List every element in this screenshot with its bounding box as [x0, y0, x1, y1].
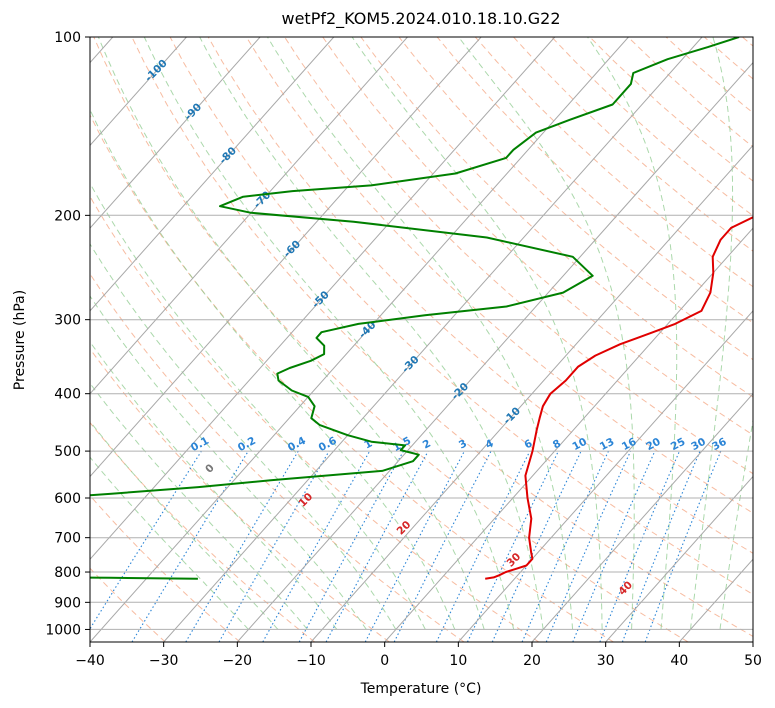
- dry-adiabat-line: [436, 37, 753, 324]
- y-tick-label: 800: [54, 565, 81, 581]
- isotherm-line: [90, 37, 187, 147]
- moist-adiabat-line: [587, 37, 678, 630]
- mixing-ratio-line: [644, 450, 722, 642]
- mixing-ratio-line: [599, 450, 681, 642]
- moist-adiabat-line: [351, 37, 603, 630]
- plot-area: [90, 37, 753, 642]
- mixing-ratio-line: [262, 450, 371, 642]
- x-tick-label: 40: [670, 653, 688, 669]
- isotherm-line: [90, 37, 335, 312]
- y-axis-label: Pressure (hPa): [12, 290, 28, 390]
- isotherm-line: [531, 392, 753, 642]
- mixing-ratio-line: [393, 450, 492, 642]
- x-tick-label: 20: [523, 653, 541, 669]
- moist-adiabat-line: [199, 37, 544, 630]
- x-axis-ticks: −40 −30 −20 −10 0 10 20 30 40 50: [75, 642, 762, 669]
- isotherms: [90, 37, 753, 642]
- moist-adiabats: [90, 37, 753, 630]
- y-tick-label: 600: [54, 491, 81, 507]
- moist-adiabat-line: [90, 341, 338, 630]
- x-tick-label: −10: [296, 653, 326, 669]
- y-tick-label: 200: [54, 208, 81, 224]
- plot-frame: [89, 36, 754, 643]
- dry-adiabats: [90, 37, 753, 642]
- moist-adiabat-line: [90, 382, 308, 630]
- isotherm-line: [90, 37, 408, 395]
- dry-adiabat-line: [474, 37, 753, 288]
- dewpoint-profile-line: [90, 37, 740, 580]
- x-tick-label: −30: [149, 653, 179, 669]
- y-tick-label: 300: [54, 313, 81, 329]
- dry-adiabat-line: [90, 421, 316, 642]
- isotherm-line: [310, 144, 753, 642]
- isotherm-line: [236, 61, 753, 642]
- sounding-profiles: [90, 37, 753, 580]
- moist-adiabat-line: [690, 37, 734, 630]
- y-axis-ticks: 100 200 300 400 500 600 700 800 900 1000: [45, 30, 90, 638]
- dry-adiabat-line: [90, 567, 166, 642]
- mixing-ratio-line: [298, 450, 404, 642]
- moist-adiabat-line: [719, 417, 753, 630]
- dry-adiabat-line: [131, 37, 753, 637]
- moist-adiabat-line: [90, 295, 367, 630]
- y-tick-label: 700: [54, 531, 81, 547]
- dry-adiabat-line: [169, 37, 753, 595]
- moist-adiabat-line: [267, 37, 574, 630]
- dry-adiabat-line: [90, 195, 540, 642]
- x-tick-label: 0: [380, 653, 389, 669]
- y-tick-label: 100: [54, 30, 81, 46]
- dry-adiabat-line: [90, 273, 465, 642]
- y-tick-label: 900: [54, 595, 81, 611]
- isotherm-line: [163, 37, 703, 642]
- x-tick-label: 50: [744, 653, 762, 669]
- chart-title: wetPf2_KOM5.2024.010.18.10.G22: [281, 9, 560, 29]
- x-axis-label: Temperature (°C): [360, 681, 482, 697]
- isotherm-line: [457, 310, 753, 642]
- y-tick-label: 500: [54, 444, 81, 460]
- temperature-profile-line: [485, 216, 753, 580]
- isotherm-line: [605, 475, 753, 642]
- mixing-ratio-line: [90, 450, 202, 630]
- isotherm-line: [90, 37, 556, 560]
- isotherm-line: [90, 37, 482, 478]
- isobars: [90, 37, 753, 630]
- dry-adiabat-line: [90, 494, 241, 642]
- mixing-ratio-line: [545, 450, 632, 642]
- mixing-ratio-line: [572, 450, 656, 642]
- x-tick-label: −40: [75, 653, 105, 669]
- x-tick-label: 10: [449, 653, 467, 669]
- isotherm-line: [90, 37, 629, 642]
- isotherm-line: [90, 37, 261, 229]
- mixing-ratio-line: [435, 450, 531, 642]
- mixing-ratio-line: [521, 450, 609, 642]
- moist-adiabat-line: [458, 37, 635, 630]
- isotherm-line: [384, 227, 753, 642]
- y-tick-label: 1000: [45, 622, 81, 638]
- dry-adiabat-line: [93, 37, 689, 642]
- dry-adiabat-line: [207, 37, 753, 554]
- x-tick-label: −20: [223, 653, 253, 669]
- dry-adiabat-line: [398, 37, 753, 361]
- moist-adiabat-line: [97, 37, 485, 630]
- mixing-ratio-line: [621, 450, 701, 642]
- x-tick-label: 30: [597, 653, 615, 669]
- y-tick-label: 400: [54, 387, 81, 403]
- moist-adiabat-line: [143, 37, 515, 630]
- moist-adiabat-line: [90, 456, 249, 630]
- mixing-ratio-line: [325, 450, 429, 642]
- moist-adiabat-line: [90, 108, 456, 630]
- moist-adiabat-line: [90, 182, 426, 630]
- dry-adiabat-line: [90, 348, 390, 642]
